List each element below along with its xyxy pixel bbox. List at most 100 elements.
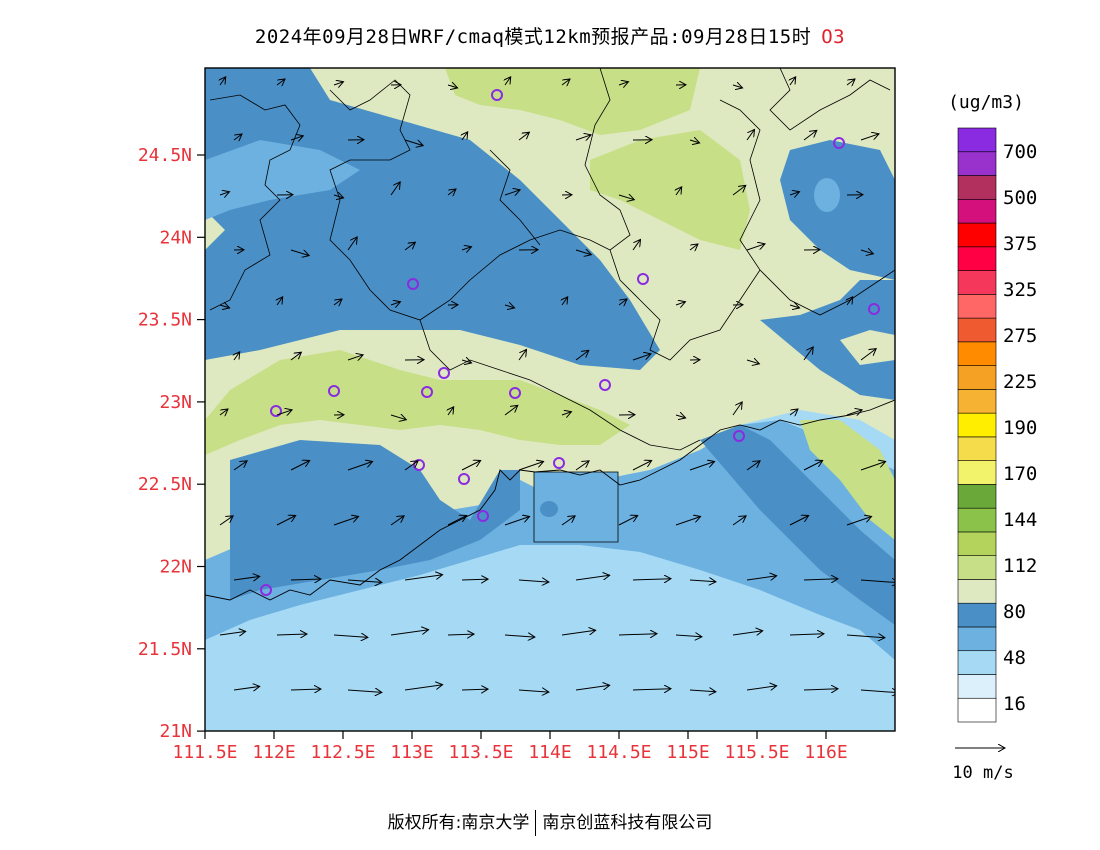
legend-label: 48 (1003, 647, 1026, 669)
copyright-footer: 版权所有:南京大学 南京创蓝科技有限公司 (0, 808, 1100, 836)
wind-arrow (233, 134, 242, 140)
legend-label: 275 (1003, 325, 1037, 347)
wind-arrow (561, 516, 575, 526)
footer-right: 南京创蓝科技有限公司 (542, 813, 713, 833)
legend-swatch (957, 270, 997, 295)
wind-arrow (746, 129, 755, 141)
wind-arrow (448, 407, 454, 416)
legend-swatch (957, 151, 997, 176)
legend-label: 375 (1003, 233, 1037, 255)
wind-arrow (234, 352, 240, 361)
wind-arrow (504, 305, 515, 308)
wind-arrow (846, 410, 862, 415)
legend-swatch (957, 246, 997, 271)
wind-arrow (746, 360, 759, 364)
wind-arrow (276, 516, 296, 526)
lat-tick-label: 23N (159, 392, 192, 413)
wind-arrow (404, 461, 418, 471)
wind-arrow (746, 686, 777, 690)
legend-swatch (957, 484, 997, 509)
wind-arrow (290, 352, 301, 361)
legend-swatch (957, 198, 997, 224)
wind-arrow (461, 579, 488, 580)
wind-arrow (675, 517, 701, 526)
wind-arrow (561, 630, 596, 636)
wind-arrow (789, 516, 809, 526)
wind-arrow (347, 690, 382, 692)
wind-arrow (404, 685, 443, 691)
concentration-field (205, 68, 895, 731)
legend-swatch (957, 626, 997, 652)
longitude-axis: 111.5E 112E 112.5E 113E 113.5E 114E 114.5E 115E… (172, 731, 848, 763)
wind-arrow (390, 302, 401, 305)
wind-arrow (461, 360, 472, 363)
wind-arrow (390, 415, 406, 420)
wind-arrow (689, 462, 715, 471)
wind-arrow (575, 250, 591, 255)
wind-arrow (675, 302, 686, 305)
wind-arrow (290, 461, 310, 471)
legend-label: 190 (1003, 417, 1037, 439)
wind-arrow (632, 354, 651, 361)
wind-arrow (347, 580, 382, 582)
wind-arrow (333, 195, 344, 198)
wind-arrow (219, 192, 230, 195)
wind-arrow (390, 516, 404, 526)
wind-arrow (575, 575, 610, 581)
wind-arrow (333, 517, 359, 526)
wind-arrow (562, 297, 568, 306)
legend-swatch (957, 674, 997, 699)
wind-arrow (803, 347, 813, 361)
wind-arrow (290, 249, 309, 256)
wind-arrow (290, 579, 321, 580)
wind-arrow (518, 462, 544, 471)
legend-swatch (957, 697, 997, 723)
wind-arrow (732, 402, 742, 416)
legend-swatch (957, 579, 997, 604)
wind-arrow (790, 77, 796, 86)
wind-arrow (846, 517, 872, 526)
wind-arrow (746, 461, 760, 471)
legend-swatch (957, 602, 997, 628)
wind-arrow (404, 575, 443, 581)
wind-arrow (518, 349, 527, 361)
lon-tick-label: 114.5E (586, 742, 651, 763)
wind-arrow (789, 192, 800, 195)
wind-arrow (860, 349, 876, 361)
wind-arrow (675, 415, 686, 418)
legend-swatch (957, 389, 997, 414)
lon-tick-label: 114E (528, 742, 571, 763)
wind-arrow (504, 635, 535, 637)
legend-unit: (ug/m3) (948, 92, 1024, 113)
wind-arrow (347, 355, 363, 360)
wind-arrow (447, 516, 467, 526)
wind-arrow (233, 461, 247, 471)
legend-label: 112 (1003, 555, 1037, 577)
wind-arrow (518, 690, 549, 692)
wind-arrow (632, 239, 641, 251)
legend-label: 325 (1003, 279, 1037, 301)
wind-arrow (746, 244, 765, 251)
legend-swatch (957, 507, 997, 533)
wind-arrow (618, 195, 634, 200)
lon-tick-label: 116E (804, 742, 847, 763)
wind-arrow (347, 237, 357, 251)
wind-arrow (462, 132, 468, 141)
wind-arrow (276, 79, 285, 85)
wind-arrow (689, 580, 716, 582)
footer-divider (535, 810, 537, 836)
legend-swatch (957, 294, 997, 319)
wind-arrow (461, 689, 488, 690)
wind-arrow (575, 685, 610, 691)
wind-arrow (518, 580, 549, 582)
color-legend (957, 127, 997, 723)
legend-swatch (957, 317, 997, 343)
wind-arrow (561, 79, 570, 85)
wind-arrow (789, 305, 800, 308)
station-markers (260, 89, 880, 596)
wind-arrow (505, 77, 511, 86)
wind-arrow (504, 405, 518, 416)
wind-arrow (233, 686, 260, 690)
wind-arrow (390, 182, 400, 196)
wind-arrow (461, 461, 481, 471)
